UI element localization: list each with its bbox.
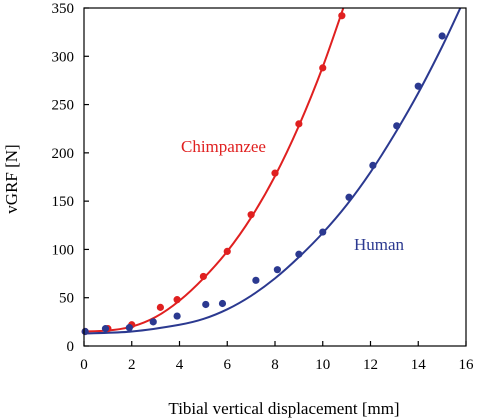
data-point-human <box>319 228 327 236</box>
x-tick-label: 2 <box>128 357 136 373</box>
data-point-human <box>393 122 401 130</box>
data-point-human <box>295 250 303 258</box>
labels: Tibial vertical displacement [mm] vGRF [… <box>2 137 405 418</box>
data-point-human <box>438 32 446 40</box>
data-point-human <box>81 327 89 336</box>
data-point-human <box>173 312 181 320</box>
data-point-chimpanzee <box>173 296 181 304</box>
data-point-human <box>149 318 157 326</box>
y-tick-label: 300 <box>52 49 75 65</box>
y-tick-label: 350 <box>52 1 75 17</box>
data-point-chimpanzee <box>156 303 164 311</box>
y-tick-label: 50 <box>59 291 74 307</box>
y-tick-label: 200 <box>52 146 75 162</box>
data-point-human <box>252 276 260 284</box>
data-point-chimpanzee <box>271 169 279 177</box>
data-point-human <box>202 300 210 309</box>
x-tick-label: 4 <box>176 357 184 373</box>
data-point-human <box>369 161 377 170</box>
y-tick-label: 0 <box>67 339 75 355</box>
data-point-chimpanzee <box>295 120 303 128</box>
data-point-human <box>101 325 110 333</box>
data-point-human <box>218 299 227 308</box>
x-tick-label: 8 <box>271 357 279 373</box>
y-axis-title: vGRF [N] <box>2 144 21 213</box>
y-tick-label: 250 <box>52 98 75 114</box>
x-tick-label: 16 <box>459 357 475 373</box>
y-tick-label: 150 <box>52 194 75 210</box>
data-point-chimpanzee <box>199 272 207 281</box>
x-tick-label: 0 <box>80 357 88 373</box>
fit-curve-human <box>84 8 462 335</box>
data-point-human <box>345 193 353 201</box>
series-label-human: Human <box>354 235 405 254</box>
axes: 0 2 4 6 8 10 12 14 16 0 50 100 150 200 250 300 350 <box>52 1 475 373</box>
fit-curve-chimpanzee <box>84 8 345 333</box>
data-point-human <box>414 82 422 90</box>
data-point-human <box>273 266 281 274</box>
x-tick-label: 12 <box>363 357 378 373</box>
data-point-chimpanzee <box>319 64 327 72</box>
y-tick-label: 100 <box>52 242 75 258</box>
data-points <box>81 12 446 336</box>
x-tick-label: 10 <box>315 357 330 373</box>
series-label-chimpanzee: Chimpanzee <box>181 137 266 156</box>
data-point-chimpanzee <box>223 247 231 255</box>
fit-curves <box>84 8 462 335</box>
data-point-chimpanzee <box>338 12 346 20</box>
x-tick-label: 6 <box>224 357 232 373</box>
data-point-human <box>125 324 133 332</box>
x-axis-title: Tibial vertical displacement [mm] <box>168 399 399 418</box>
x-tick-label: 14 <box>411 357 427 373</box>
data-point-chimpanzee <box>247 211 255 219</box>
